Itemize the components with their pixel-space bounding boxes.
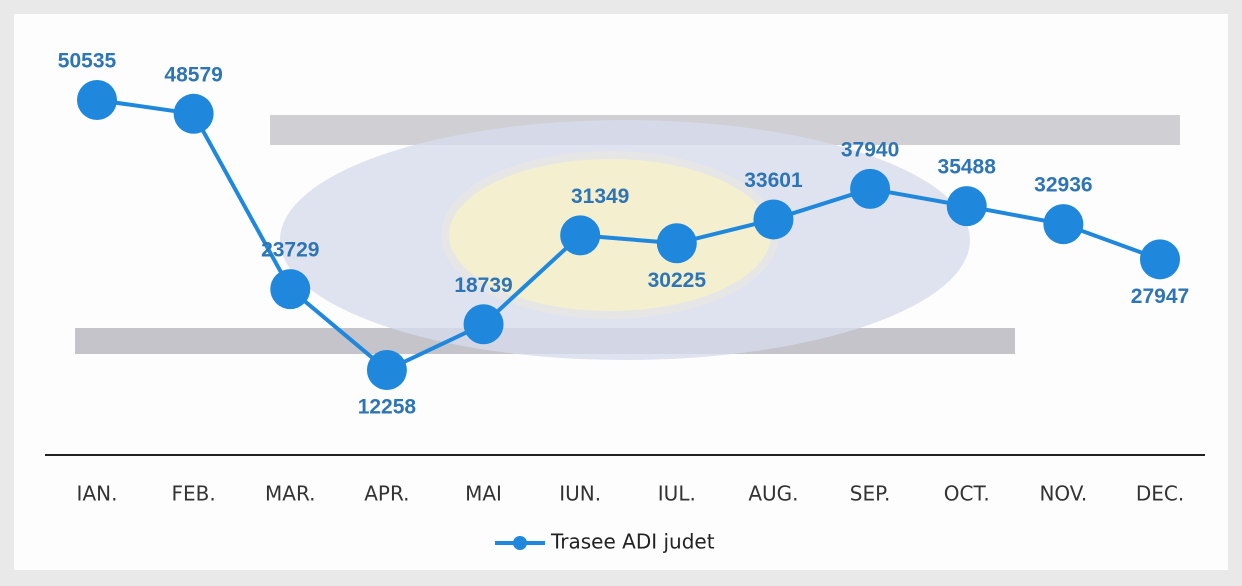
marker	[850, 169, 890, 209]
legend-swatch	[513, 536, 527, 550]
data-label: 31349	[571, 185, 629, 208]
x-tick-label: IUN.	[559, 482, 601, 506]
data-label: 30225	[648, 269, 707, 292]
x-tick-label: MAI	[465, 482, 502, 506]
data-label: 23729	[261, 239, 319, 262]
data-label: 12258	[358, 396, 417, 419]
data-label: 37940	[841, 138, 899, 161]
page: {"chart_data": {"type": "line", "categor…	[0, 0, 1242, 586]
marker	[657, 223, 697, 263]
marker	[560, 215, 600, 255]
marker	[77, 80, 117, 120]
x-tick-label: NOV.	[1039, 482, 1087, 506]
x-tick-label: AUG.	[748, 482, 798, 506]
data-label: 33601	[744, 169, 803, 192]
marker	[753, 199, 793, 239]
data-label: 48579	[164, 63, 222, 86]
x-tick-label: DEC.	[1136, 482, 1184, 506]
legend-label: Trasee ADI judet	[550, 530, 715, 554]
marker	[464, 304, 504, 344]
marker	[1043, 204, 1083, 244]
chart: IAN. FEB. MAR. APR. MAI IUN. IUL. AUG. SEP. OCT. N…	[0, 0, 1242, 586]
data-label: 18739	[454, 274, 512, 297]
marker	[174, 94, 214, 134]
marker	[1140, 239, 1180, 279]
x-tick-label: IAN.	[77, 482, 118, 506]
x-tick-label: MAR.	[265, 482, 315, 506]
x-tick-label: APR.	[364, 482, 409, 506]
data-label: 32936	[1034, 174, 1092, 197]
data-label: 27947	[1131, 285, 1189, 308]
data-label: 50535	[58, 50, 117, 73]
x-tick-label: SEP.	[850, 482, 891, 506]
marker	[270, 269, 310, 309]
data-label: 35488	[938, 156, 997, 179]
x-tick-label: OCT.	[944, 482, 990, 506]
marker	[367, 350, 407, 390]
x-tick-label: FEB.	[172, 482, 216, 506]
x-tick-label: IUL.	[658, 482, 696, 506]
marker	[947, 186, 987, 226]
